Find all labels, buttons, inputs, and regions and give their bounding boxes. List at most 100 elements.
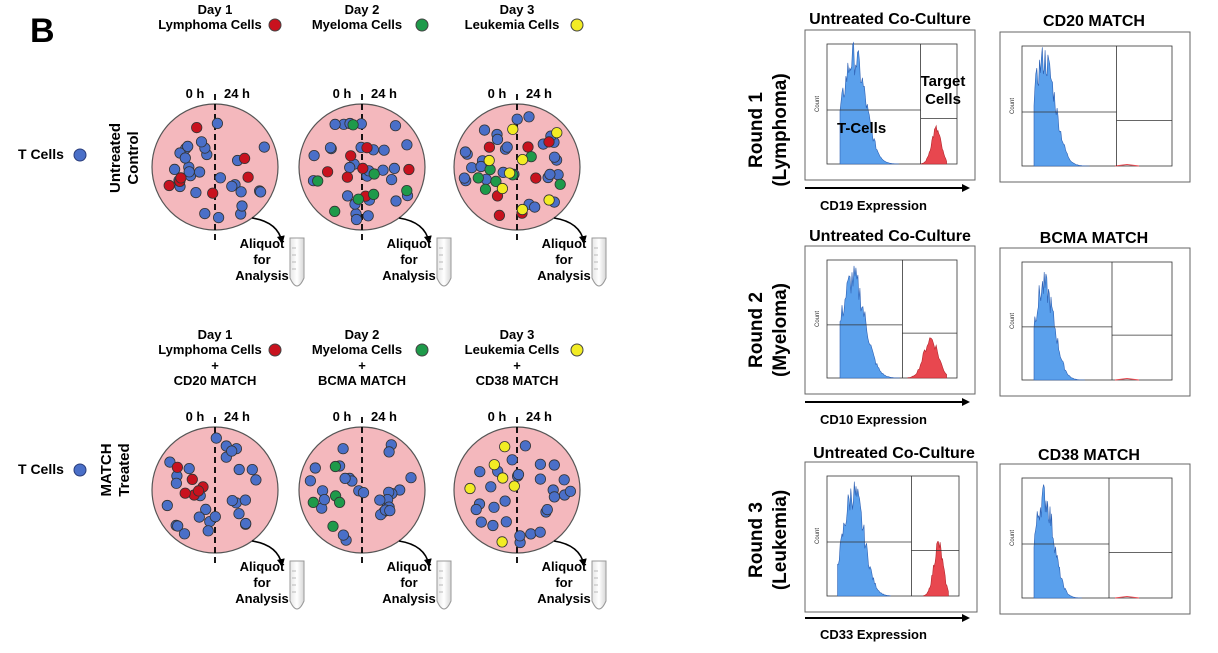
target-cell-dot	[367, 188, 380, 200]
treatment-label: BCMA MATCH	[318, 373, 406, 388]
t-cell-dot	[172, 520, 184, 532]
target-annotation-line2: Cells	[925, 91, 961, 108]
count-axis-label: Count	[815, 528, 821, 544]
target-cell-dot	[496, 536, 508, 548]
t-cell-dot	[161, 499, 173, 512]
t-cell-dot	[385, 174, 398, 186]
target-cell-dot	[175, 172, 187, 184]
aliquot-label: Analysis	[537, 268, 590, 283]
target-cell-dot	[551, 127, 563, 139]
target-cell-dot	[357, 162, 369, 174]
count-axis-label: Count	[1010, 313, 1016, 329]
time-24h-label: 24 h	[371, 409, 397, 424]
svg-text:MATCH: MATCH	[98, 443, 115, 496]
time-0h-label: 0 h	[333, 409, 352, 424]
t-cell-dot	[384, 505, 396, 517]
aliquot-label: for	[253, 575, 270, 590]
cell-type-dot	[268, 18, 282, 32]
t-cell-dot	[548, 151, 561, 163]
round2-untreated-title: Untreated Co-Culture	[809, 228, 971, 245]
t-cell-dot	[558, 474, 570, 486]
t-cell-peak	[1033, 47, 1090, 167]
target-cell-dot	[242, 171, 254, 183]
t-cell-dot	[478, 124, 491, 136]
t-cell-dot	[179, 152, 191, 164]
t-cell-peak	[1033, 484, 1082, 599]
test-tube-icon	[591, 237, 607, 287]
aliquot-label: Analysis	[235, 268, 288, 283]
target-cell-dot	[483, 141, 495, 153]
t-cell-dot	[564, 485, 577, 497]
aliquot-label: Analysis	[382, 268, 435, 283]
t-cell-dot	[401, 139, 413, 151]
t-cell-dot	[501, 141, 513, 153]
target-cell-dot	[191, 122, 203, 134]
t-cell-peak	[837, 481, 891, 597]
aliquot-label: Analysis	[382, 591, 435, 606]
count-axis-label: Count	[1010, 98, 1016, 114]
t-cell-dot	[523, 111, 535, 123]
aliquot-label: Aliquot	[542, 236, 587, 251]
day-label: Day 1	[198, 2, 233, 17]
t-cell-dot	[194, 166, 206, 178]
aliquot-label: Aliquot	[240, 236, 285, 251]
day-label: Day 2	[345, 2, 380, 17]
t-cell-dot	[350, 213, 363, 226]
target-cell-dot	[207, 187, 219, 199]
t-cell-dot	[250, 474, 262, 486]
aliquot-arrow	[553, 217, 587, 244]
cell-type-dot	[415, 18, 429, 32]
t-cell-dot	[466, 162, 478, 174]
t-cell-dot	[383, 446, 395, 458]
round1-axis-label: CD19 Expression	[820, 198, 927, 213]
t-cell-dot	[178, 528, 191, 540]
t-cell-dot	[534, 526, 546, 538]
t-cell-dot	[195, 136, 208, 148]
t-cell-dot	[211, 117, 223, 130]
target-cell-dot	[493, 209, 505, 221]
target-cell-dot	[508, 480, 520, 492]
aliquot-label: for	[555, 575, 572, 590]
target-cell-residual	[1114, 377, 1140, 381]
target-cell-dot	[554, 178, 566, 190]
t-cell-dot	[388, 162, 400, 174]
histogram-frame	[999, 463, 1191, 615]
target-cell-dot	[171, 461, 183, 473]
t-cell-dot	[474, 466, 486, 478]
target-cell-dot	[503, 167, 516, 179]
treatment-label: CD20 MATCH	[174, 373, 257, 388]
histogram-panel-5: Count	[804, 461, 978, 613]
target-cell-dot	[333, 496, 346, 508]
t-cell-peak	[839, 41, 899, 165]
row-label-untreated: Untreated Control	[107, 123, 142, 193]
svg-text:(Myeloma): (Myeloma)	[770, 283, 791, 377]
t-cell-dot	[512, 468, 525, 481]
t-cell-dot	[534, 458, 547, 470]
count-axis-label: Count	[1010, 530, 1016, 546]
target-cell-dot	[347, 119, 359, 131]
histogram-frame	[999, 247, 1191, 397]
t-cell-dot	[374, 494, 386, 506]
svg-text:Treated: Treated	[116, 443, 133, 496]
time-0h-label: 0 h	[488, 86, 507, 101]
aliquot-label: Aliquot	[542, 559, 587, 574]
histogram-frame	[999, 31, 1191, 183]
t-cell-dot	[548, 459, 560, 471]
t-cell-dot	[214, 172, 226, 184]
t-cell-dot	[344, 161, 356, 174]
histogram-panel-2: Count	[999, 31, 1191, 183]
count-axis-label: Count	[815, 311, 821, 327]
row-label-match-treated: MATCH Treated	[98, 443, 133, 496]
t-cell-peak	[839, 265, 900, 379]
aliquot-arrow	[398, 217, 432, 244]
target-cell-dot	[329, 205, 341, 217]
target-cell-peak	[907, 337, 947, 379]
time-0h-label: 0 h	[333, 86, 352, 101]
aliquot-arrow	[398, 540, 432, 567]
t-cell-dot	[341, 190, 354, 202]
t-cell-dot	[458, 172, 470, 184]
